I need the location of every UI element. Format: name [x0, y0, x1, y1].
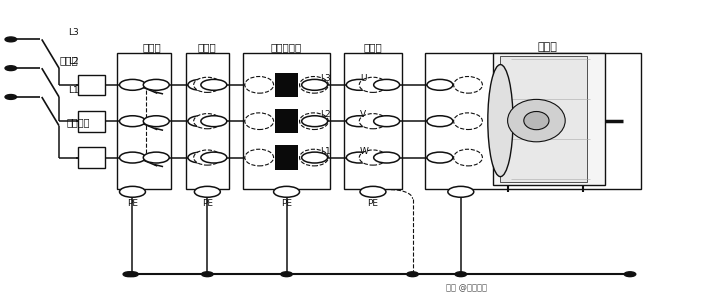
Circle shape	[374, 152, 400, 163]
Bar	[186, 53, 229, 189]
Bar	[275, 73, 298, 97]
Circle shape	[302, 79, 328, 90]
Text: W: W	[360, 147, 369, 156]
Ellipse shape	[488, 65, 513, 177]
Bar	[275, 109, 298, 133]
Circle shape	[346, 116, 372, 127]
Circle shape	[188, 79, 214, 90]
Circle shape	[5, 95, 17, 99]
Ellipse shape	[359, 77, 387, 92]
Ellipse shape	[245, 149, 274, 166]
Circle shape	[201, 79, 227, 90]
Circle shape	[5, 37, 17, 42]
Bar	[275, 145, 298, 170]
Text: L1: L1	[320, 147, 331, 156]
Ellipse shape	[194, 150, 221, 165]
Circle shape	[123, 272, 135, 277]
Circle shape	[448, 186, 474, 197]
Circle shape	[302, 116, 328, 127]
Circle shape	[201, 152, 227, 163]
Circle shape	[246, 116, 271, 127]
Text: 接触器: 接触器	[142, 42, 161, 52]
Text: PE: PE	[202, 199, 213, 208]
Ellipse shape	[300, 149, 328, 166]
Circle shape	[143, 79, 169, 90]
Circle shape	[455, 272, 467, 277]
Circle shape	[194, 186, 220, 197]
Circle shape	[202, 272, 213, 277]
Text: 滤波器: 滤波器	[198, 42, 217, 52]
Circle shape	[143, 116, 169, 127]
Circle shape	[360, 186, 386, 197]
Ellipse shape	[454, 149, 482, 166]
Circle shape	[120, 152, 145, 163]
Bar	[78, 75, 105, 95]
Ellipse shape	[454, 113, 482, 130]
Text: U: U	[360, 74, 366, 83]
Ellipse shape	[300, 113, 328, 130]
Circle shape	[120, 116, 145, 127]
Text: 隔离开关: 隔离开关	[66, 117, 90, 127]
Circle shape	[120, 186, 145, 197]
Circle shape	[374, 116, 400, 127]
Circle shape	[427, 79, 453, 90]
Bar	[344, 53, 402, 189]
Text: L3: L3	[68, 28, 78, 37]
Circle shape	[624, 272, 636, 277]
Bar	[117, 53, 171, 189]
Circle shape	[127, 272, 138, 277]
Ellipse shape	[508, 99, 565, 142]
Circle shape	[374, 79, 400, 90]
Bar	[78, 111, 105, 132]
Circle shape	[246, 79, 271, 90]
Ellipse shape	[245, 113, 274, 130]
Text: L2: L2	[68, 57, 78, 66]
Circle shape	[427, 152, 453, 163]
Bar	[425, 53, 641, 189]
Circle shape	[5, 66, 17, 71]
Text: L2: L2	[320, 110, 331, 119]
Ellipse shape	[194, 114, 221, 129]
Text: V: V	[360, 110, 366, 119]
Bar	[243, 53, 330, 189]
Text: 头条 @暖通南社: 头条 @暖通南社	[446, 283, 487, 292]
Text: 进线电抗器: 进线电抗器	[271, 42, 302, 52]
Circle shape	[346, 152, 372, 163]
Text: PE: PE	[367, 199, 379, 208]
Circle shape	[407, 272, 418, 277]
Ellipse shape	[300, 76, 328, 93]
Text: PE: PE	[281, 199, 292, 208]
Ellipse shape	[454, 76, 482, 93]
Circle shape	[188, 116, 214, 127]
Circle shape	[302, 152, 328, 163]
Circle shape	[188, 152, 214, 163]
Circle shape	[143, 152, 169, 163]
Bar	[78, 147, 105, 168]
Text: L3: L3	[320, 74, 331, 83]
Text: L1: L1	[68, 85, 78, 95]
Text: PE: PE	[127, 199, 138, 208]
Circle shape	[246, 152, 271, 163]
Circle shape	[427, 116, 453, 127]
Ellipse shape	[245, 76, 274, 93]
Text: 熔断器: 熔断器	[59, 55, 78, 66]
Ellipse shape	[359, 114, 387, 129]
Text: 电动机: 电动机	[537, 42, 557, 52]
Circle shape	[120, 79, 145, 90]
Bar	[493, 53, 605, 185]
Circle shape	[346, 79, 372, 90]
Text: 变频器: 变频器	[364, 42, 382, 52]
Ellipse shape	[194, 77, 221, 92]
Bar	[500, 56, 587, 182]
Circle shape	[281, 272, 292, 277]
Ellipse shape	[523, 112, 549, 130]
Circle shape	[274, 186, 300, 197]
Ellipse shape	[359, 150, 387, 165]
Circle shape	[201, 116, 227, 127]
